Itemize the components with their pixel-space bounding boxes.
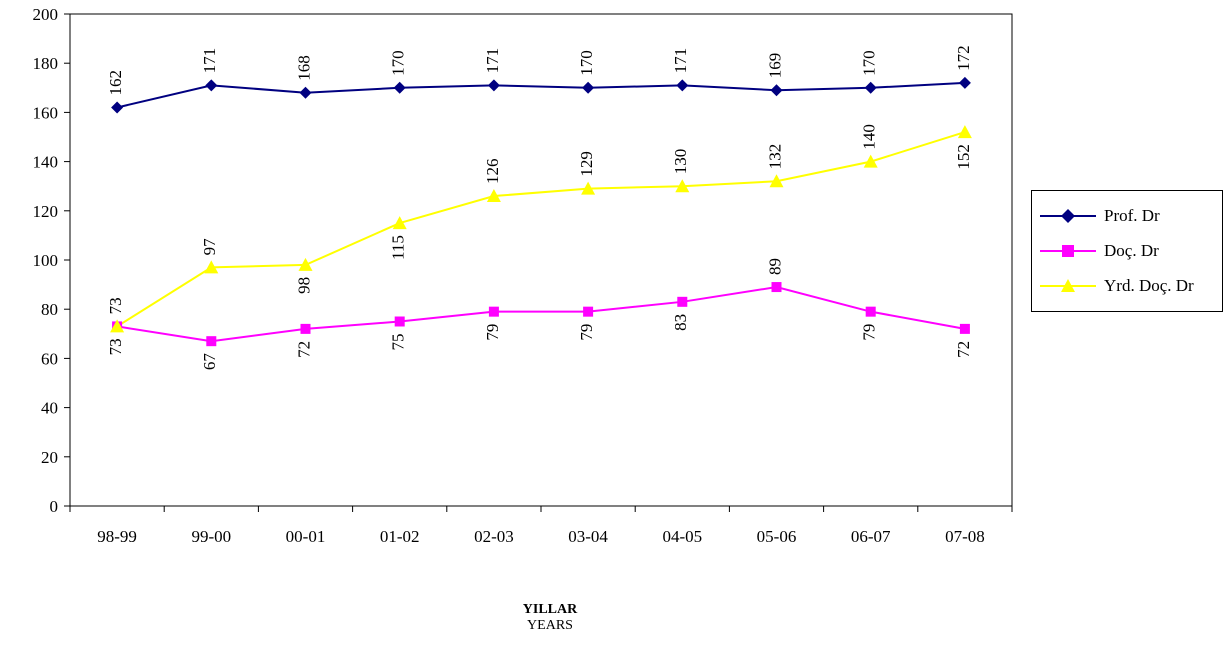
x-tick-label: 01-02 bbox=[380, 527, 420, 546]
data-label-yrd: 73 bbox=[106, 297, 125, 314]
data-label-yrd: 132 bbox=[765, 144, 784, 170]
x-tick-label: 98-99 bbox=[97, 527, 137, 546]
data-point-yrd bbox=[486, 189, 501, 203]
x-axis-title: YILLAR bbox=[522, 602, 578, 617]
series-line-2 bbox=[116, 131, 966, 328]
y-tick-label: 0 bbox=[50, 497, 59, 516]
data-label-doc: 73 bbox=[106, 338, 125, 355]
data-point-doc bbox=[488, 306, 499, 317]
data-point-prof bbox=[958, 76, 971, 89]
legend-item-doc: Doç. Dr bbox=[1038, 240, 1159, 262]
x-tick-label: 07-08 bbox=[945, 527, 985, 546]
data-point-yrd bbox=[863, 154, 878, 168]
data-point-yrd bbox=[675, 179, 690, 193]
data-point-yrd bbox=[957, 125, 972, 139]
x-tick-label: 00-01 bbox=[286, 527, 326, 546]
data-label-yrd: 129 bbox=[577, 151, 596, 177]
legend-label-doc: Doç. Dr bbox=[1104, 241, 1159, 260]
data-point-doc bbox=[959, 323, 970, 334]
legend-marker-prof bbox=[1040, 209, 1096, 223]
y-tick-label: 140 bbox=[33, 153, 59, 172]
data-point-doc bbox=[583, 306, 594, 317]
data-point-yrd bbox=[204, 260, 219, 274]
legend-marker-doc bbox=[1040, 245, 1096, 257]
data-label-prof: 170 bbox=[389, 50, 408, 76]
legend-marker-yrd bbox=[1040, 279, 1096, 292]
data-point-yrd bbox=[298, 257, 313, 271]
data-label-prof: 171 bbox=[200, 48, 219, 74]
x-tick-label: 05-06 bbox=[757, 527, 797, 546]
data-point-doc bbox=[865, 306, 876, 317]
series-line-1 bbox=[116, 286, 966, 343]
data-point-yrd bbox=[392, 216, 407, 230]
y-tick-label: 180 bbox=[33, 54, 59, 73]
data-point-doc bbox=[677, 296, 688, 307]
data-label-prof: 169 bbox=[765, 53, 784, 79]
data-label-yrd: 130 bbox=[671, 149, 690, 175]
data-label-prof: 168 bbox=[294, 55, 313, 81]
data-label-prof: 162 bbox=[106, 70, 125, 96]
y-tick-label: 60 bbox=[41, 349, 58, 368]
data-label-doc: 89 bbox=[765, 258, 784, 275]
data-label-yrd: 152 bbox=[954, 144, 973, 170]
data-label-doc: 83 bbox=[671, 314, 690, 331]
data-label-doc: 75 bbox=[389, 334, 408, 351]
data-point-yrd bbox=[769, 174, 784, 188]
legend-item-yrd: Yrd. Doç. Dr bbox=[1038, 275, 1194, 297]
y-tick-label: 100 bbox=[33, 251, 59, 270]
data-label-prof: 172 bbox=[954, 45, 973, 71]
y-tick-label: 120 bbox=[33, 202, 59, 221]
y-tick-label: 40 bbox=[41, 399, 58, 418]
data-label-doc: 72 bbox=[294, 341, 313, 358]
data-label-prof: 170 bbox=[577, 50, 596, 76]
data-point-prof bbox=[393, 81, 406, 94]
data-label-doc: 79 bbox=[577, 324, 596, 341]
data-point-prof bbox=[582, 81, 595, 94]
data-label-yrd: 98 bbox=[294, 277, 313, 294]
x-tick-label: 02-03 bbox=[474, 527, 514, 546]
legend-label-prof: Prof. Dr bbox=[1104, 206, 1160, 225]
data-point-doc bbox=[394, 316, 405, 327]
x-tick-label: 04-05 bbox=[662, 527, 702, 546]
data-label-prof: 171 bbox=[483, 48, 502, 74]
data-label-yrd: 97 bbox=[200, 238, 219, 256]
y-tick-label: 200 bbox=[33, 5, 59, 24]
y-tick-label: 160 bbox=[33, 103, 59, 122]
data-point-yrd bbox=[110, 319, 125, 333]
data-point-yrd bbox=[581, 181, 596, 195]
data-label-prof: 170 bbox=[860, 50, 879, 76]
data-label-yrd: 140 bbox=[860, 124, 879, 150]
data-point-prof bbox=[770, 84, 783, 97]
data-point-prof bbox=[676, 79, 689, 92]
data-point-doc bbox=[771, 282, 782, 293]
y-tick-label: 80 bbox=[41, 300, 58, 319]
y-tick-label: 20 bbox=[41, 448, 58, 467]
legend-label-yrd: Yrd. Doç. Dr bbox=[1104, 276, 1194, 295]
data-label-doc: 72 bbox=[954, 341, 973, 358]
data-point-doc bbox=[300, 323, 311, 334]
data-label-doc: 79 bbox=[860, 324, 879, 341]
data-label-yrd: 115 bbox=[389, 235, 408, 260]
data-point-prof bbox=[205, 79, 218, 92]
x-tick-label: 99-00 bbox=[191, 527, 231, 546]
data-point-prof bbox=[864, 81, 877, 94]
legend-item-prof: Prof. Dr bbox=[1038, 205, 1160, 227]
x-axis-subtitle: YEARS bbox=[527, 618, 573, 633]
data-label-doc: 79 bbox=[483, 324, 502, 341]
data-label-doc: 67 bbox=[200, 353, 219, 371]
series-line-0 bbox=[116, 81, 965, 109]
x-tick-label: 03-04 bbox=[568, 527, 608, 546]
data-point-doc bbox=[206, 336, 217, 347]
data-point-prof bbox=[299, 86, 312, 99]
data-point-prof bbox=[487, 79, 500, 92]
x-tick-label: 06-07 bbox=[851, 527, 891, 546]
data-point-prof bbox=[111, 101, 124, 114]
data-label-yrd: 126 bbox=[483, 159, 502, 185]
legend: Prof. Dr Doç. Dr Yrd. Doç. Dr bbox=[1031, 190, 1223, 312]
data-label-prof: 171 bbox=[671, 48, 690, 74]
